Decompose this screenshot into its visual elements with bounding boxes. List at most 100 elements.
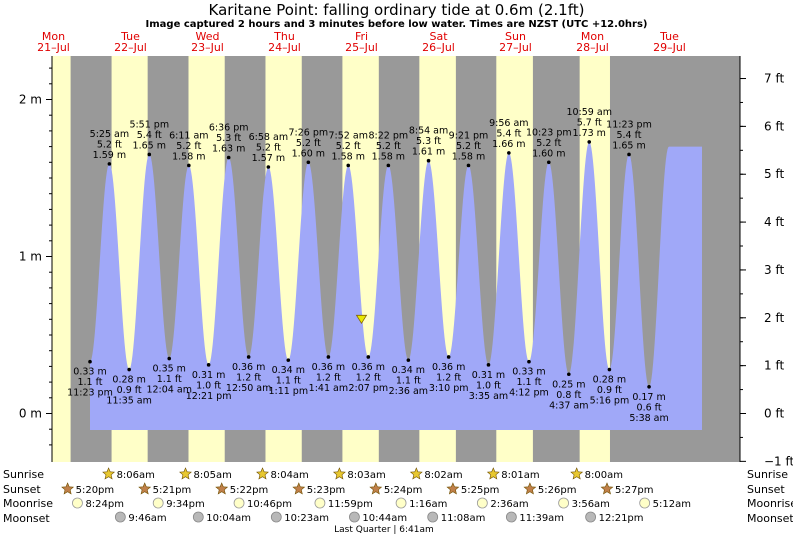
tide-point bbox=[246, 355, 251, 359]
tide-label: 1.2 ft bbox=[236, 372, 261, 383]
tide-point bbox=[88, 359, 92, 364]
day-label-dow: Wed bbox=[196, 30, 220, 43]
sunset-time: 5:24pm bbox=[384, 485, 423, 496]
day-label-dow: Mon bbox=[581, 30, 604, 43]
moonrise-time: 2:36am bbox=[490, 499, 528, 510]
moonrise-icon bbox=[72, 497, 83, 509]
right-tick-label: 6 ft bbox=[764, 119, 784, 133]
tide-label: 1.1 ft bbox=[157, 374, 182, 385]
tide-label: 4:37 am bbox=[549, 400, 588, 411]
tide-label: 12:04 am bbox=[146, 385, 191, 396]
left-tick-label: 1 m bbox=[19, 250, 42, 264]
tide-label: 11:35 am bbox=[106, 396, 151, 407]
row-label-left-moonrise: Moonrise bbox=[3, 497, 53, 510]
tide-label: 5.4 ft bbox=[137, 130, 162, 141]
tide-label: 12:50 am bbox=[226, 383, 271, 394]
moonrise-icon bbox=[233, 497, 245, 509]
tide-label: 5.2 ft bbox=[256, 143, 281, 154]
tide-label: 5.2 ft bbox=[376, 141, 401, 152]
row-label-right-sunset: Sunset bbox=[747, 483, 785, 496]
tide-label: 1:11 pm bbox=[268, 386, 308, 397]
day-label-date: 22–Jul bbox=[114, 41, 147, 54]
day-label-date: 28–Jul bbox=[576, 41, 609, 54]
moonset-time: 10:04am bbox=[206, 513, 251, 524]
chart-title: Karitane Point: falling ordinary tide at… bbox=[209, 1, 585, 19]
tide-label: 1.58 m bbox=[172, 151, 205, 162]
moonrise-icon bbox=[476, 497, 488, 509]
tide-label: 0.36 m bbox=[232, 362, 265, 373]
tide-point bbox=[546, 160, 551, 165]
tide-label: 8:54 am bbox=[409, 126, 448, 137]
tide-point bbox=[167, 356, 172, 361]
sunset-icon bbox=[61, 482, 75, 495]
tide-point bbox=[446, 355, 451, 359]
tide-label: 2:36 am bbox=[389, 386, 428, 397]
sunrise-icon bbox=[570, 467, 584, 480]
day-label-dow: Mon bbox=[42, 30, 65, 43]
tide-label: 1.1 ft bbox=[516, 377, 541, 388]
right-tick-label: 1 ft bbox=[764, 359, 784, 373]
tide-point bbox=[486, 363, 491, 367]
sunrise-time: 8:01am bbox=[501, 470, 539, 481]
tide-label: 0.36 m bbox=[312, 362, 345, 373]
left-tick-label: 0 m bbox=[19, 407, 42, 421]
tide-point bbox=[226, 155, 231, 160]
tide-point bbox=[187, 163, 191, 168]
tide-label: 7:52 am bbox=[329, 130, 368, 141]
tide-label: 10:59 am bbox=[566, 107, 611, 118]
sunset-icon bbox=[369, 482, 383, 495]
tide-label: 1.2 ft bbox=[356, 372, 381, 383]
moonrise-time: 1:16am bbox=[409, 499, 447, 510]
tide-label: 2:07 pm bbox=[348, 383, 388, 394]
tide-label: 1.65 m bbox=[133, 140, 166, 151]
sunset-time: 5:21pm bbox=[153, 485, 192, 496]
chart-subtitle: Image captured 2 hours and 3 minutes bef… bbox=[146, 19, 648, 30]
sunset-time: 5:27pm bbox=[615, 485, 654, 496]
tide-label: 1.60 m bbox=[292, 148, 325, 159]
moonset-icon bbox=[114, 511, 126, 523]
tide-label: 12:21 pm bbox=[186, 391, 232, 402]
tide-point bbox=[587, 140, 592, 144]
tide-point bbox=[107, 162, 112, 166]
moonset-time: 9:46am bbox=[128, 513, 166, 524]
moonrise-time: 5:12am bbox=[653, 499, 691, 510]
sunrise-icon bbox=[332, 467, 346, 480]
sunset-icon bbox=[523, 482, 537, 495]
tide-label: 5:16 pm bbox=[590, 396, 630, 407]
moonrise-icon bbox=[395, 497, 407, 509]
sunrise-time: 8:05am bbox=[194, 470, 232, 481]
row-label-right-moonrise: Moonrise bbox=[747, 497, 793, 510]
tide-point bbox=[627, 152, 631, 157]
sunrise-time: 8:04am bbox=[270, 470, 308, 481]
moonrise-time: 9:34pm bbox=[166, 499, 205, 510]
sunset-time: 5:26pm bbox=[538, 485, 577, 496]
tide-label: 0.34 m bbox=[272, 365, 305, 376]
tide-label: 0.25 m bbox=[552, 379, 585, 390]
sunset-icon bbox=[600, 482, 614, 495]
day-label-date: 23–Jul bbox=[191, 41, 224, 54]
tide-point bbox=[567, 372, 571, 377]
row-label-left-sunset: Sunset bbox=[3, 483, 41, 496]
right-tick-label: 5 ft bbox=[764, 167, 784, 181]
tide-label: 0.33 m bbox=[73, 367, 106, 378]
axes: 0 m 1 m 2 m −1 ft 0 ft 1 ft 2 ft 3 ft 4 ft 5 ft 6 … bbox=[19, 56, 793, 468]
sunrise-icon bbox=[486, 467, 500, 480]
tide-label: 1.1 ft bbox=[77, 377, 102, 388]
tide-label: 10:23 pm bbox=[526, 127, 572, 138]
moonset-icon bbox=[505, 511, 517, 523]
tide-label: 5:38 am bbox=[629, 413, 668, 424]
current-tide-marker bbox=[355, 314, 368, 325]
tide-label: 1.2 ft bbox=[436, 372, 461, 383]
sunset-icon bbox=[138, 482, 152, 495]
sunrise-time: 8:06am bbox=[117, 470, 155, 481]
sunrise-time: 8:02am bbox=[424, 470, 462, 481]
left-tick-label: 2 m bbox=[19, 93, 42, 107]
tide-label: 11:23 pm bbox=[67, 388, 113, 399]
tide-point bbox=[147, 152, 152, 157]
right-tick-label: 7 ft bbox=[764, 72, 784, 86]
tide-label: 1.1 ft bbox=[396, 376, 421, 387]
sunset-time: 5:23pm bbox=[307, 485, 346, 496]
tide-point bbox=[206, 363, 211, 367]
tide-point bbox=[607, 367, 612, 372]
